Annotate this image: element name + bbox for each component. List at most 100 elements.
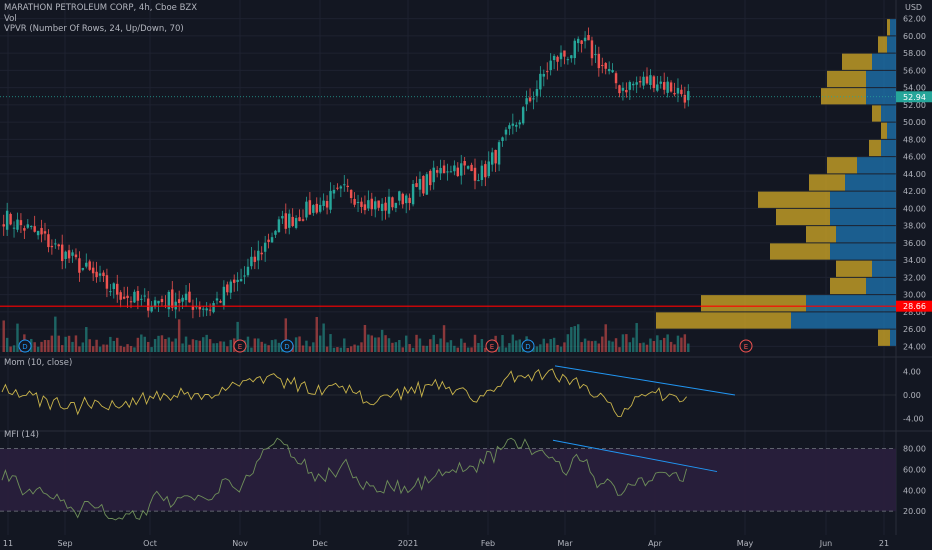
volume-bar (78, 346, 81, 352)
volume-bar (446, 342, 449, 352)
volume-bar (133, 347, 136, 352)
candle-body (546, 71, 549, 73)
volume-bar (652, 341, 656, 352)
volume-bar (160, 335, 164, 352)
volume-bar (226, 346, 229, 352)
candle-body (573, 40, 576, 59)
candle-body (88, 261, 91, 270)
volume-bar (625, 334, 628, 352)
candle-body (652, 76, 656, 89)
mfi-pane-label: MFI (14) (4, 430, 39, 440)
candle-body (662, 82, 666, 90)
legend-vpvr: VPVR (Number Of Rows, 24, Up/Down, 70) (4, 24, 184, 34)
volume-bar (250, 347, 253, 352)
volume-bar (85, 327, 88, 352)
volume-bar (687, 343, 690, 352)
event-marker-circle (739, 339, 753, 353)
vpvr-up-bar (872, 53, 896, 70)
volume-bar (398, 339, 401, 352)
volume-bar (632, 337, 635, 352)
price-tick-label: 58.00 (903, 49, 926, 58)
volume-bar (98, 346, 102, 352)
candle-body (294, 218, 298, 228)
volume-bar (33, 342, 36, 352)
volume-bar (484, 347, 487, 352)
volume-bar (126, 344, 129, 352)
volume-bar (270, 340, 274, 352)
vpvr-up-bar (866, 70, 896, 88)
volume-bar (339, 347, 343, 352)
candle-body (673, 93, 676, 95)
volume-bar (140, 334, 143, 352)
volume-bar (322, 323, 325, 352)
candle-body (587, 35, 590, 41)
candle-body (360, 201, 363, 207)
price-tick-label: 50.00 (903, 118, 926, 127)
volume-bar (466, 347, 470, 352)
volume-bar (662, 337, 666, 352)
volume-bar (315, 316, 318, 352)
candle-body (33, 226, 36, 232)
candle-body (401, 193, 404, 205)
volume-bar (267, 345, 270, 352)
candle-body (435, 170, 439, 173)
candle-body (146, 298, 150, 311)
volume-bar (449, 340, 453, 352)
candle-body (425, 174, 429, 195)
candle-body (219, 301, 222, 303)
candle-body (277, 219, 281, 233)
candle-body (298, 217, 301, 222)
volume-bar (88, 339, 91, 352)
volume-bar (649, 338, 652, 352)
candle-body (418, 178, 422, 190)
time-tick-label: May (737, 539, 754, 548)
candle-body (408, 197, 411, 203)
volume-bar (470, 347, 473, 352)
vpvr-down-bar (869, 139, 881, 157)
candle-body (98, 273, 102, 276)
price-tick-label: 48.00 (903, 135, 926, 144)
volume-bar (301, 345, 305, 352)
candle-body (229, 281, 232, 293)
volume-bar (635, 323, 638, 352)
candle-body (43, 231, 47, 234)
volume-bar (656, 335, 659, 352)
volume-bar (422, 345, 425, 352)
volume-bar (305, 340, 308, 352)
candle-body (594, 54, 597, 56)
time-tick-label: 2021 (398, 539, 418, 548)
candle-body (394, 202, 398, 209)
candle-body (339, 186, 343, 189)
candle-body (484, 164, 487, 178)
candle-body (9, 213, 12, 225)
candle-body (532, 98, 535, 100)
volume-bar (614, 338, 618, 352)
volume-bar (74, 335, 78, 352)
volume-bar (638, 343, 642, 352)
volume-bar (408, 344, 411, 352)
price-tick-label: 40.00 (903, 204, 926, 213)
volume-bar (177, 319, 181, 352)
candle-body (188, 291, 191, 303)
candle-body (26, 224, 30, 228)
volume-bar (552, 337, 556, 352)
price-tick-label: 30.00 (903, 291, 926, 300)
volume-bar (401, 347, 404, 352)
event-marker-circle (521, 339, 535, 353)
vpvr-up-bar (887, 122, 896, 139)
price-tick-label: 36.00 (903, 239, 926, 248)
candle-body (570, 55, 573, 59)
candle-body (649, 75, 652, 86)
vpvr-down-bar (656, 312, 791, 329)
candle-body (494, 149, 497, 164)
vpvr-down-bar (836, 260, 872, 277)
mfi-tick-label: 40.00 (903, 486, 926, 495)
vpvr-up-bar (890, 329, 896, 346)
volume-bar (198, 340, 202, 352)
vpvr-up-bar (791, 312, 896, 329)
volume-bar (129, 346, 133, 352)
time-tick-label: Nov (232, 539, 248, 548)
volume-bar (473, 334, 477, 352)
